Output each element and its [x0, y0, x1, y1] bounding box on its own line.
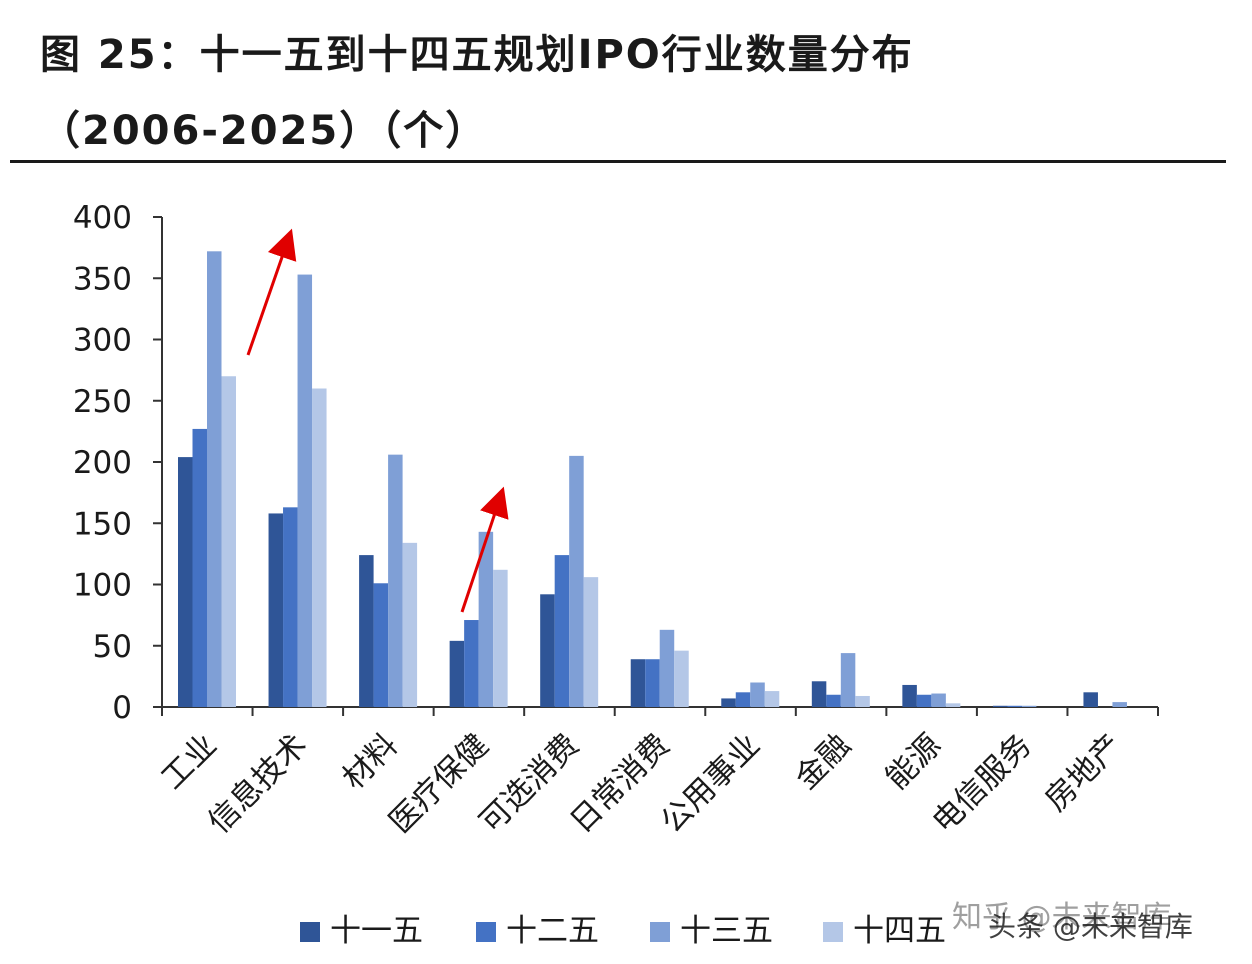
bar-十一五-公用事业	[721, 698, 736, 707]
bar-十三五-工业	[207, 251, 222, 708]
bar-十一五-信息技术	[268, 513, 284, 707]
y-tick-label: 0	[112, 690, 132, 726]
bar-十二五-工业	[192, 428, 207, 707]
bar-十四五-金融	[855, 695, 870, 707]
legend-swatch-十二五	[476, 922, 496, 942]
legend-swatch-十三五	[650, 922, 670, 942]
x-tick-label: 医疗保健	[382, 727, 495, 840]
x-tick-label: 日常消费	[563, 727, 676, 840]
bar-十二五-材料	[373, 583, 389, 707]
bar-十三五-可选消费	[569, 455, 584, 707]
bar-十二五-能源	[916, 694, 932, 707]
bar-十四五-工业	[221, 376, 236, 707]
bar-十一五-医疗保健	[449, 640, 465, 707]
bar-十三五-公用事业	[750, 682, 765, 707]
y-tick-label: 400	[73, 200, 132, 236]
x-tick-label: 公用事业	[654, 727, 767, 840]
bar-十一五-可选消费	[540, 594, 555, 707]
y-tick-label: 150	[73, 506, 132, 542]
bar-十三五-电信服务	[1021, 705, 1037, 707]
legend-label-十三五: 十三五	[680, 913, 773, 949]
bar-十四五-医疗保健	[493, 569, 508, 707]
legend-swatch-十四五	[823, 922, 843, 942]
bar-十一五-日常消费	[630, 659, 646, 707]
bar-十二五-日常消费	[645, 659, 660, 707]
bar-十三五-材料	[388, 454, 403, 707]
bar-十四五-日常消费	[674, 650, 689, 707]
legend-label-十二五: 十二五	[506, 913, 599, 949]
bar-十三五-房地产	[1112, 702, 1127, 707]
bar-十二五-金融	[826, 694, 841, 707]
bar-十三五-信息技术	[297, 274, 313, 707]
y-tick-label: 50	[93, 629, 132, 665]
x-tick-label: 材料	[336, 727, 405, 796]
x-tick-label: 电信服务	[926, 727, 1039, 840]
y-tick-label: 300	[73, 323, 132, 359]
legend-swatch-十一五	[300, 922, 320, 942]
y-tick-label: 250	[73, 384, 132, 420]
bar-十三五-医疗保健	[478, 531, 494, 707]
x-tick-label: 房地产	[1038, 727, 1129, 818]
bar-十一五-材料	[359, 555, 374, 707]
x-tick-label: 金融	[788, 727, 857, 796]
legend-label-十一五: 十一五	[330, 913, 423, 949]
chart-title-line-1: 图 25：十一五到十四五规划IPO行业数量分布	[40, 32, 914, 78]
bar-十四五-可选消费	[583, 577, 599, 707]
bar-十四五-能源	[945, 703, 961, 707]
bar-十三五-能源	[931, 693, 946, 707]
x-tick-label: 信息技术	[201, 727, 314, 840]
title-divider	[10, 160, 1226, 163]
red-arrow-1	[246, 228, 297, 356]
x-tick-label: 工业	[154, 727, 223, 796]
bar-十二五-信息技术	[283, 507, 298, 707]
y-tick-label: 200	[73, 445, 132, 481]
x-tick-label: 能源	[879, 727, 948, 796]
red-arrow-2	[460, 486, 509, 613]
bar-十一五-能源	[902, 684, 917, 707]
bar-十二五-电信服务	[1007, 705, 1022, 707]
bar-十三五-金融	[840, 653, 856, 707]
bar-十一五-工业	[178, 457, 193, 707]
bar-十二五-医疗保健	[464, 620, 479, 707]
x-tick-label: 可选消费	[473, 727, 586, 840]
bar-十一五-电信服务	[992, 705, 1008, 707]
watermark-zhihu: 知乎 @未来智库	[952, 900, 1172, 935]
bar-十四五-公用事业	[764, 691, 780, 707]
bar-十一五-房地产	[1083, 692, 1098, 707]
bar-十一五-金融	[811, 681, 827, 707]
y-tick-label: 100	[73, 568, 132, 604]
watermark-toutiao: 头条 @未来智库	[988, 910, 1193, 943]
legend-label-十四五: 十四五	[853, 913, 946, 949]
bar-十二五-公用事业	[735, 692, 751, 707]
bar-十四五-材料	[402, 542, 418, 707]
bar-十二五-可选消费	[554, 555, 570, 707]
bar-十三五-日常消费	[659, 629, 675, 707]
bar-十四五-信息技术	[312, 388, 327, 707]
y-tick-label: 350	[73, 261, 132, 297]
chart-title-line-2: （2006-2025）（个）	[40, 108, 488, 154]
